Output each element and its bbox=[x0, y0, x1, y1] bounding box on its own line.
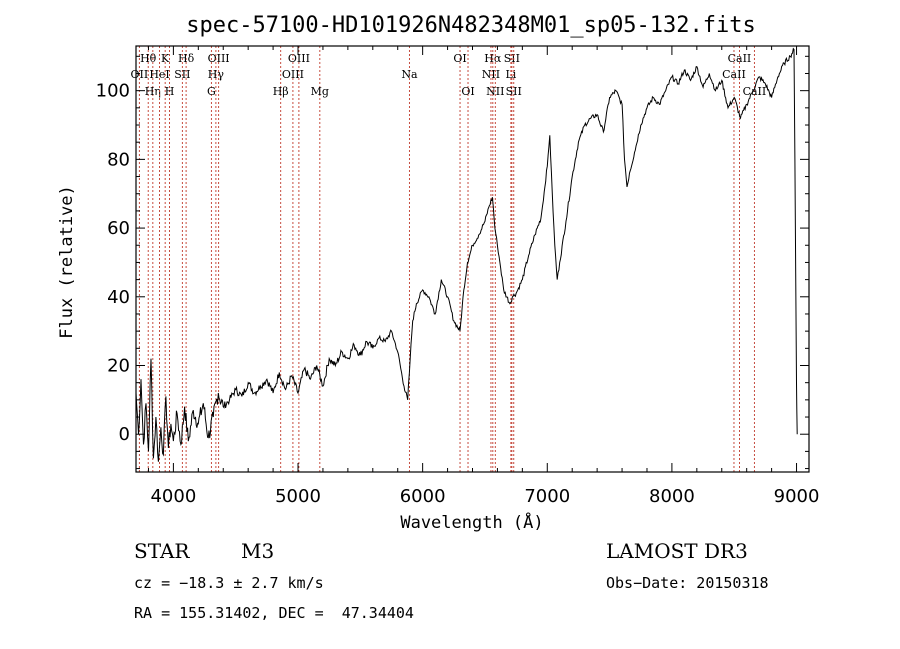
object-class: STAR bbox=[134, 539, 190, 563]
marker-label-9: Hγ bbox=[208, 68, 225, 81]
marker-label-3: K bbox=[161, 52, 170, 65]
survey-name: LAMOST DR3 bbox=[606, 539, 748, 563]
chart-title: spec-57100-HD101926N482348M01_sp05-132.f… bbox=[186, 13, 756, 38]
marker-label-2: Hη bbox=[145, 85, 161, 98]
observation-date: Obs−Date: 20150318 bbox=[606, 574, 769, 592]
y-tick-label-0: 0 bbox=[119, 424, 130, 445]
marker-label-13: Hβ bbox=[273, 85, 289, 98]
y-axis-title: Flux (relative) bbox=[57, 185, 77, 339]
marker-label-5: H bbox=[165, 85, 175, 98]
line-markers: Hθ OII Hη K HeI H Hδ SII OIII Hγ G OIII OIII Hβ Mg Na OI… bbox=[131, 46, 767, 472]
y-tick-label-80: 80 bbox=[107, 149, 130, 170]
marker-label-0: Hθ bbox=[140, 52, 157, 65]
series-flux bbox=[135, 47, 798, 462]
x-axis: 4000 5000 6000 7000 8000 9000 bbox=[147, 46, 820, 507]
y-tick-label-100: 100 bbox=[96, 81, 130, 102]
marker-label-4: HeI bbox=[149, 68, 169, 81]
marker-label-7: SII bbox=[174, 68, 190, 81]
y-tick-label-40: 40 bbox=[107, 287, 130, 308]
marker-label-23: SII bbox=[506, 85, 522, 98]
marker-label-26: CaII bbox=[743, 85, 767, 98]
marker-label-20: NII bbox=[482, 68, 500, 81]
marker-label-14: Mg bbox=[311, 85, 329, 98]
marker-label-22: NII bbox=[486, 85, 504, 98]
marker-label-11: OIII bbox=[288, 52, 310, 65]
redshift-velocity: cz = −18.3 ± 2.7 km/s bbox=[134, 574, 324, 592]
plot-frame bbox=[135, 45, 810, 473]
y-axis: 0 20 40 60 80 100 bbox=[96, 55, 809, 470]
y-tick-label-60: 60 bbox=[107, 218, 130, 239]
marker-label-12: OIII bbox=[282, 68, 304, 81]
marker-label-15: Na bbox=[401, 68, 418, 81]
marker-label-19: SII bbox=[504, 52, 520, 65]
y-tick-label-20: 20 bbox=[107, 356, 130, 377]
marker-label-24: CaII bbox=[728, 52, 752, 65]
marker-label-10: G bbox=[207, 85, 216, 98]
marker-label-17: OI bbox=[461, 85, 474, 98]
flux-line bbox=[135, 47, 798, 462]
x-tick-label-7000: 7000 bbox=[524, 486, 570, 507]
x-tick-label-4000: 4000 bbox=[150, 486, 196, 507]
x-tick-label-6000: 6000 bbox=[400, 486, 446, 507]
coordinates: RA = 155.31402, DEC = 47.34404 bbox=[134, 604, 414, 622]
marker-label-6: Hδ bbox=[178, 52, 195, 65]
marker-label-18: Hα bbox=[484, 52, 502, 65]
marker-label-21: Li bbox=[505, 68, 516, 81]
marker-label-16: OI bbox=[453, 52, 466, 65]
x-tick-label-5000: 5000 bbox=[275, 486, 321, 507]
marker-label-25: CaII bbox=[722, 68, 746, 81]
x-tick-label-9000: 9000 bbox=[774, 486, 820, 507]
x-tick-label-8000: 8000 bbox=[649, 486, 695, 507]
spectral-subclass: M3 bbox=[241, 539, 275, 563]
marker-label-8: OIII bbox=[208, 52, 230, 65]
x-axis-title: Wavelength (Å) bbox=[400, 511, 543, 533]
marker-label-1: OII bbox=[131, 68, 149, 81]
